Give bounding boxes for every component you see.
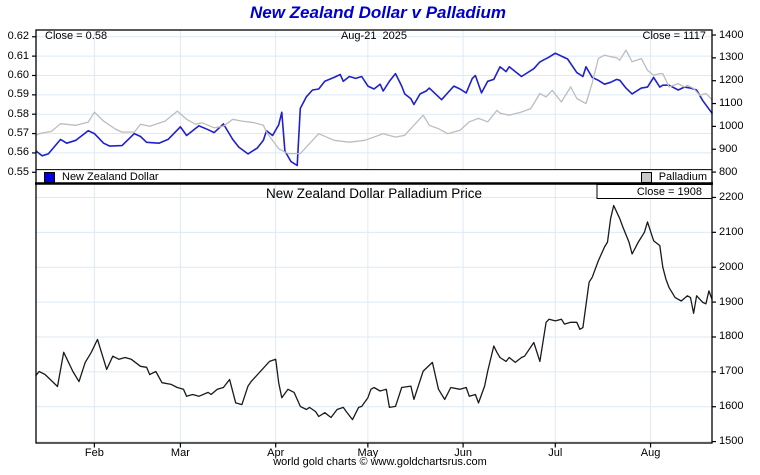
nzd-legend-label: New Zealand Dollar xyxy=(62,171,159,183)
series-new-zealand-dollar xyxy=(35,52,713,167)
chart-date-annotation: Aug-21 2025 xyxy=(340,30,408,42)
series-new-zealand-dollar-palladium-price xyxy=(35,204,713,421)
series-palladium xyxy=(35,49,713,155)
palladium-legend-label: Palladium xyxy=(658,171,707,183)
footer-credit: world gold charts © www.goldchartsrus.co… xyxy=(273,456,487,468)
nzd-legend-swatch-icon xyxy=(44,171,55,183)
palladium-legend-swatch-icon xyxy=(640,171,652,183)
bottom-panel-title: New Zealand Dollar Palladium Price xyxy=(265,186,483,201)
legend-item-nzd: New Zealand Dollar xyxy=(44,171,159,183)
page-title: New Zealand Dollar v Palladium xyxy=(249,3,507,22)
top-panel-border xyxy=(35,29,713,185)
legend-item-palladium: Palladium xyxy=(36,171,707,183)
legend-strip xyxy=(37,169,711,183)
palladium-close-annotation: Close = 1117 xyxy=(642,30,707,42)
price-close-annotation: Close = 1908 xyxy=(636,186,702,198)
nzd-close-annotation: Close = 0.58 xyxy=(45,30,108,42)
